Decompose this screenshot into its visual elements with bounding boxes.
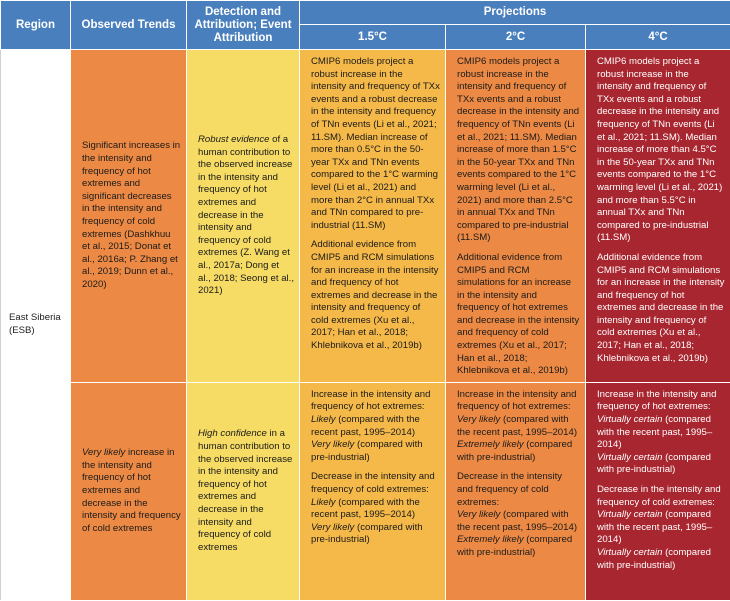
confidence-term: Very likely [82, 447, 125, 458]
cold-extremes-intro: Decrease in the intensity and frequency … [597, 484, 721, 508]
likelihood-term: Virtually certain [597, 547, 662, 558]
cmip6-paragraph: CMIP6 models project a robust increase i… [457, 56, 580, 245]
hot-extremes-intro: Increase in the intensity and frequency … [311, 389, 440, 414]
observed-trends-cell: Significant increases in the intensity a… [71, 50, 187, 383]
likelihood-term: Extremely likely [457, 534, 524, 545]
header-detection-attribution: Detection and Attribution; Event Attribu… [187, 1, 300, 50]
likelihood-statement: Likely (compared with the recent past, 1… [311, 414, 440, 439]
likelihood-term: Virtually certain [597, 509, 662, 520]
projection-2c-cell: Increase in the intensity and frequency … [446, 382, 586, 600]
additional-evidence-paragraph: Additional evidence from CMIP5 and RCM s… [457, 252, 580, 378]
projection-2c-cell: CMIP6 models project a robust increase i… [446, 50, 586, 383]
likelihood-term: Very likely [311, 522, 354, 533]
likelihood-term: Likely [311, 414, 336, 425]
likelihood-statement: Virtually certain (compared with pre-ind… [597, 452, 725, 477]
hot-extremes-intro: Increase in the intensity and frequency … [457, 389, 580, 414]
detection-cell: High confidence in a human contribution … [187, 382, 300, 600]
detection-cell: Robust evidence of a human contribution … [187, 50, 300, 383]
likelihood-statement: Very likely (compared with pre-industria… [311, 522, 440, 547]
projection-4c-cell: CMIP6 models project a robust increase i… [586, 50, 730, 383]
likelihood-term: Very likely [311, 439, 354, 450]
region-cell: East Siberia (ESB) [1, 50, 71, 601]
likelihood-statement: Virtually certain (compared with pre-ind… [597, 547, 725, 572]
likelihood-term: Virtually certain [597, 414, 662, 425]
cmip6-paragraph: CMIP6 models project a robust increase i… [597, 56, 725, 245]
observed-trends-cell: Very likely increase in the intensity an… [71, 382, 187, 600]
header-observed-trends: Observed Trends [71, 1, 187, 50]
likelihood-statement: Very likely (compared with the recent pa… [457, 414, 580, 439]
projection-4c-cell: Increase in the intensity and frequency … [586, 382, 730, 600]
likelihood-term: Very likely [457, 414, 500, 425]
additional-evidence-paragraph: Additional evidence from CMIP5 and RCM s… [597, 252, 725, 365]
cold-extremes-intro: Decrease in the intensity and frequency … [311, 471, 440, 496]
likelihood-statement: Very likely (compared with the recent pa… [457, 509, 580, 534]
header-projections: Projections [300, 1, 730, 25]
likelihood-statement: Very likely (compared with pre-industria… [311, 439, 440, 464]
header-region: Region [1, 1, 71, 50]
cold-extremes-intro: Decrease in the intensity and frequency … [457, 471, 580, 509]
likelihood-statement: Likely (compared with the recent past, 1… [311, 497, 440, 522]
detection-text: of a human contribution to the observed … [198, 134, 294, 296]
confidence-term: Robust evidence [198, 134, 269, 145]
likelihood-statement: Virtually certain (compared with the rec… [597, 414, 725, 452]
likelihood-term: Extremely likely [457, 439, 524, 450]
confidence-term: High confidence [198, 428, 267, 439]
cmip6-paragraph: CMIP6 models project a robust increase i… [311, 56, 440, 232]
table-row-hot-extremes: East Siberia (ESB) Significant increases… [1, 50, 730, 383]
likelihood-term: Likely [311, 497, 336, 508]
likelihood-statement: Decrease in the intensity and frequency … [597, 484, 725, 547]
likelihood-statement: Extremely likely (compared with pre-indu… [457, 534, 580, 559]
detection-text: in a human contribution to the observed … [198, 428, 292, 552]
likelihood-term: Very likely [457, 509, 500, 520]
hot-extremes-intro: Increase in the intensity and frequency … [597, 389, 725, 414]
table-row-likelihood: Very likely increase in the intensity an… [1, 382, 730, 600]
projection-1-5c-cell: Increase in the intensity and frequency … [300, 382, 446, 600]
header-1-5c: 1.5°C [300, 25, 446, 50]
likelihood-term: Virtually certain [597, 452, 662, 463]
additional-evidence-paragraph: Additional evidence from CMIP5 and RCM s… [311, 239, 440, 352]
header-2c: 2°C [446, 25, 586, 50]
observed-text: increase in the intensity and frequency … [82, 447, 181, 534]
projection-1-5c-cell: CMIP6 models project a robust increase i… [300, 50, 446, 383]
likelihood-statement: Extremely likely (compared with pre-indu… [457, 439, 580, 464]
header-4c: 4°C [586, 25, 730, 50]
